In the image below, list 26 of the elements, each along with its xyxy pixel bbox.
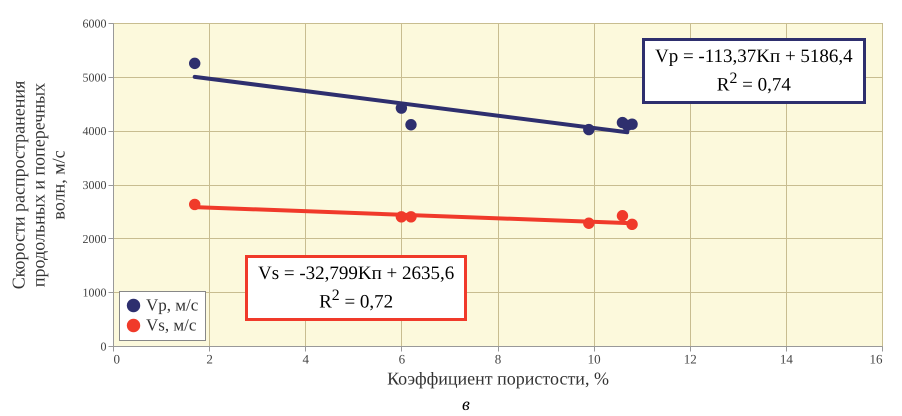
x-tick-label: 8 — [494, 352, 502, 366]
x-tick-label: 6 — [398, 352, 406, 366]
y-tick-label: 1000 — [82, 286, 106, 300]
x-tick-label: 14 — [780, 352, 794, 366]
x-tick-label: 2 — [206, 352, 213, 366]
legend-label: Vp, м/с — [146, 296, 199, 314]
y-tick-label: 3000 — [82, 178, 106, 192]
text: в — [462, 394, 470, 415]
point — [405, 119, 417, 130]
point — [616, 210, 628, 222]
y-tick-label: 6000 — [82, 16, 106, 30]
y-tick-label: 4000 — [82, 124, 106, 138]
annotation: Vs = -32,799Kп + 2635,6 R$^{2}$ = 0,72 — [245, 255, 468, 321]
x-tick-label: 0 — [114, 352, 120, 366]
point — [189, 58, 200, 70]
y-tick-label: 0 — [100, 340, 106, 354]
legend-label: Vs, м/с — [146, 316, 197, 334]
y-tick-label: 2000 — [82, 232, 106, 246]
x-tick-label: 10 — [588, 352, 601, 366]
x-tick-label: 16 — [870, 352, 883, 366]
y-tick-label: 5000 — [82, 70, 106, 84]
x-tick-label: 12 — [684, 352, 697, 366]
annotation: Vp = -113,37Kп + 5186,4 R$^{2}$ = 0,74 — [642, 38, 866, 104]
y-axis-title: Скорости распространения продольных и поперечных волн, м/с — [8, 80, 68, 290]
x-axis-title: Коэффициент пористости, % — [387, 368, 609, 388]
x-tick-label: 4 — [302, 352, 310, 366]
